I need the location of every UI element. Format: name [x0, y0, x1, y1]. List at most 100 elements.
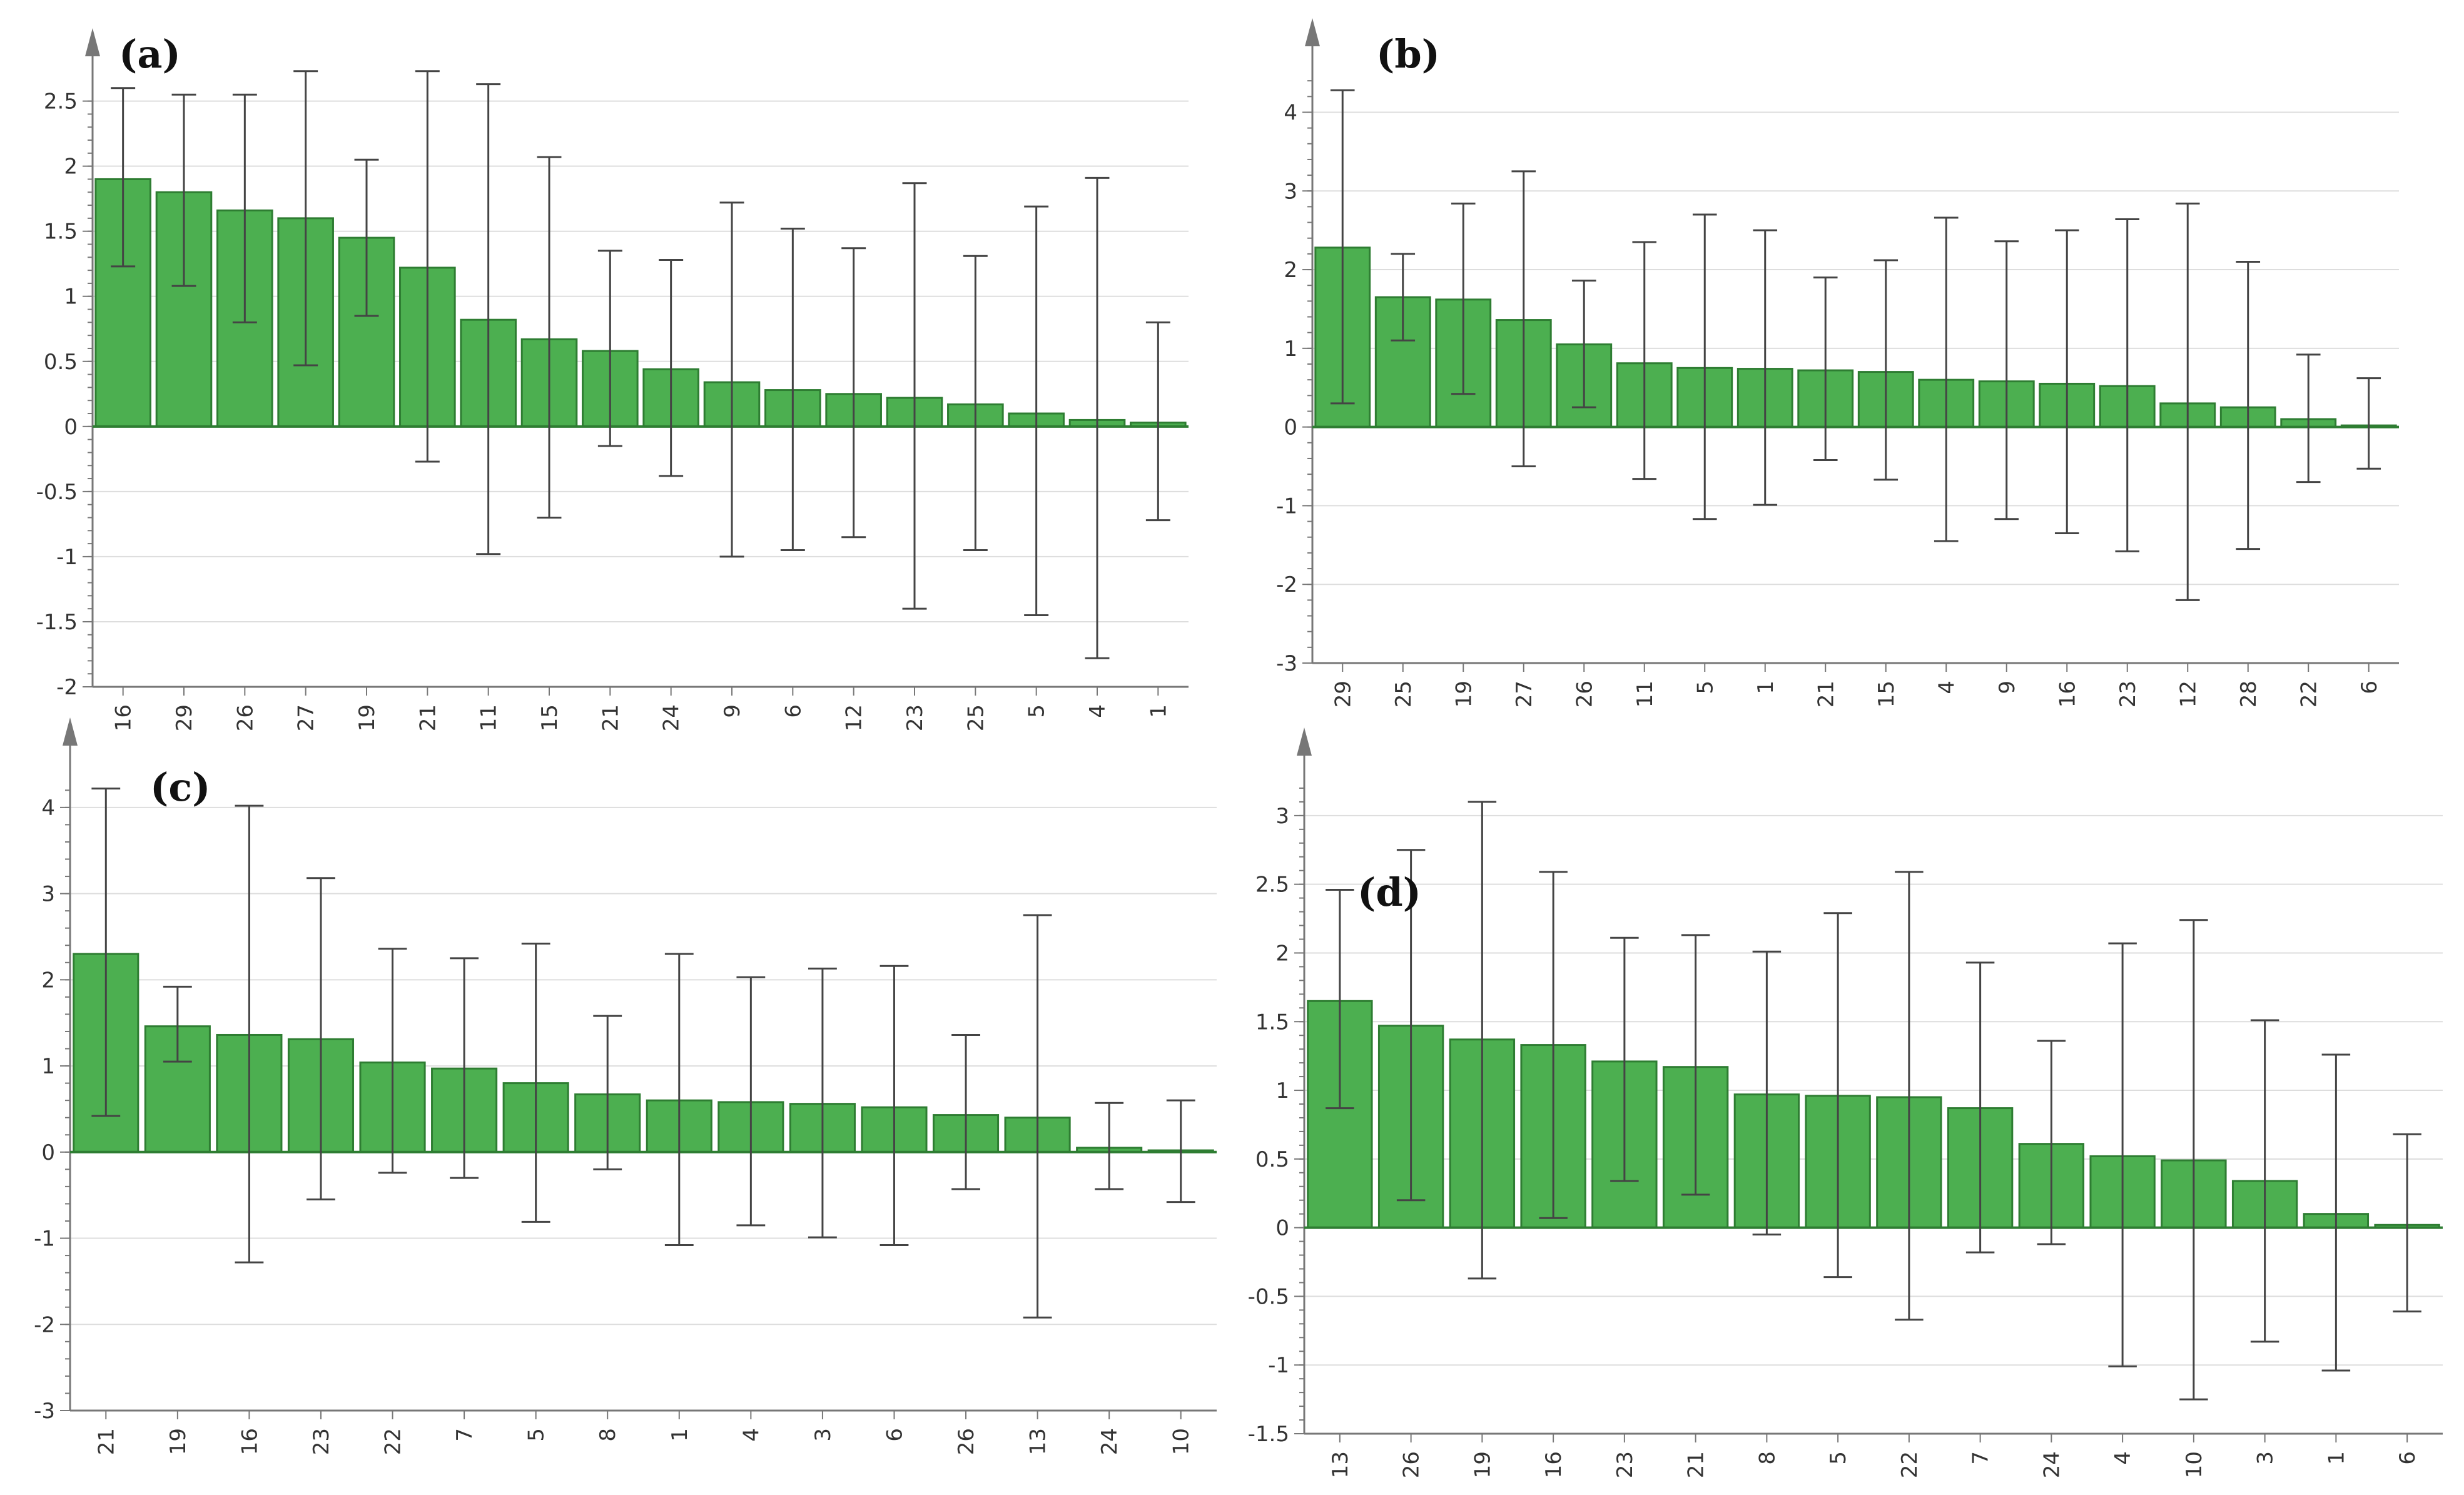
- x-tick-label: 23: [2116, 681, 2141, 707]
- x-tick-label: 15: [537, 704, 562, 731]
- x-tick-label: 22: [1897, 1451, 1922, 1478]
- x-tick-label: 10: [1169, 1428, 1194, 1455]
- y-axis-arrow-icon: [1297, 727, 1312, 756]
- y-tick-label: 4: [1284, 100, 1297, 125]
- x-tick-label: 21: [415, 704, 440, 731]
- y-tick-label: 1.5: [1255, 1010, 1289, 1035]
- panel-a: -2-1.5-1-0.500.511.522.516 29 26 27 19 21 11 15…: [36, 28, 1189, 731]
- x-tick-label: 22: [2296, 681, 2321, 707]
- y-tick-label: -1: [1268, 1353, 1289, 1378]
- y-tick-label: 0.5: [1255, 1147, 1289, 1172]
- y-tick-label: -3: [34, 1399, 55, 1424]
- x-tick-label: 12: [2176, 681, 2201, 707]
- x-tick-label: 4: [2111, 1451, 2136, 1465]
- x-tick-label: 16: [111, 704, 136, 731]
- x-tick-label: 26: [954, 1428, 979, 1455]
- x-tick-label: 24: [1097, 1428, 1122, 1455]
- y-tick-label: 4: [41, 796, 55, 821]
- x-tick-label: 16: [1541, 1451, 1566, 1478]
- x-tick-label: 7: [452, 1428, 477, 1442]
- x-tick-label: 24: [659, 704, 684, 731]
- x-tick-label: 21: [1813, 681, 1838, 707]
- x-tick-label: 29: [1331, 681, 1356, 707]
- y-tick-label: 0: [41, 1140, 55, 1165]
- y-tick-label: -1: [34, 1227, 55, 1252]
- x-tick-label: 3: [2253, 1451, 2278, 1465]
- y-tick-label: 2.5: [44, 89, 78, 114]
- x-tick-label: 19: [1470, 1451, 1495, 1478]
- y-tick-label: 2: [1275, 941, 1289, 966]
- x-tick-label: 12: [842, 704, 867, 731]
- x-tick-label: 10: [2182, 1451, 2207, 1478]
- x-tick-label: 8: [1755, 1451, 1780, 1465]
- y-tick-label: 2: [64, 155, 78, 180]
- x-tick-label: 21: [1684, 1451, 1709, 1478]
- y-tick-label: 0: [1275, 1216, 1289, 1241]
- x-tick-label: 9: [720, 704, 745, 718]
- y-tick-label: 2: [1284, 258, 1297, 283]
- y-tick-label: 3: [1275, 804, 1289, 829]
- y-tick-label: -0.5: [36, 480, 78, 505]
- y-tick-label: -1: [1276, 494, 1297, 519]
- x-tick-label: 6: [882, 1428, 907, 1442]
- x-tick-label: 6: [781, 704, 806, 718]
- y-tick-label: 3: [41, 882, 55, 907]
- y-tick-label: 0: [64, 415, 78, 440]
- y-tick-label: 2.5: [1255, 873, 1289, 898]
- x-tick-label: 13: [1328, 1451, 1353, 1478]
- y-tick-label: -1.5: [36, 610, 78, 635]
- y-tick-label: -0.5: [1248, 1284, 1289, 1309]
- x-tick-label: 19: [1451, 681, 1476, 707]
- y-tick-label: 1.5: [44, 220, 78, 245]
- x-tick-label: 16: [2055, 681, 2080, 707]
- x-tick-label: 13: [1026, 1428, 1051, 1455]
- x-tick-label: 1: [667, 1428, 692, 1442]
- x-tick-label: 5: [1025, 704, 1050, 718]
- x-tick-label: 27: [294, 704, 319, 731]
- x-tick-label: 23: [309, 1428, 334, 1455]
- x-tick-label: 21: [94, 1428, 119, 1455]
- y-axis-arrow-icon: [63, 717, 78, 746]
- y-tick-label: 3: [1284, 179, 1297, 204]
- x-tick-label: 15: [1874, 681, 1899, 707]
- x-tick-label: 19: [355, 704, 380, 731]
- panel-label: (c): [150, 764, 210, 810]
- x-tick-label: 7: [1969, 1451, 1994, 1465]
- x-tick-label: 8: [596, 1428, 621, 1442]
- y-tick-label: 0.5: [44, 350, 78, 375]
- x-tick-label: 26: [1399, 1451, 1424, 1478]
- x-tick-label: 1: [2324, 1451, 2349, 1465]
- panel-label: (b): [1376, 31, 1440, 77]
- x-tick-label: 11: [1633, 681, 1658, 707]
- x-tick-label: 6: [2395, 1451, 2420, 1465]
- x-tick-label: 21: [598, 704, 623, 731]
- x-tick-label: 19: [166, 1428, 191, 1455]
- x-tick-label: 16: [237, 1428, 262, 1455]
- panel-label: (d): [1357, 869, 1421, 915]
- x-tick-label: 22: [381, 1428, 406, 1455]
- y-tick-label: 1: [1284, 337, 1297, 362]
- y-tick-label: 1: [64, 285, 78, 310]
- x-tick-label: 25: [963, 704, 988, 731]
- y-tick-label: -2: [56, 675, 78, 700]
- x-tick-label: 4: [1085, 704, 1110, 718]
- x-tick-label: 5: [524, 1428, 549, 1442]
- x-tick-label: 4: [739, 1428, 764, 1442]
- x-tick-label: 25: [1391, 681, 1416, 707]
- y-tick-label: -2: [34, 1312, 55, 1337]
- x-tick-label: 3: [811, 1428, 836, 1442]
- x-tick-label: 6: [2357, 681, 2382, 694]
- x-tick-label: 11: [477, 704, 502, 731]
- x-tick-label: 5: [1693, 681, 1718, 694]
- x-tick-label: 26: [233, 704, 258, 731]
- x-tick-label: 28: [2236, 681, 2261, 707]
- y-tick-label: 1: [1275, 1078, 1289, 1103]
- y-axis-arrow-icon: [1305, 18, 1320, 46]
- x-tick-label: 1: [1146, 704, 1171, 718]
- y-tick-label: -1.5: [1248, 1422, 1289, 1447]
- y-axis-arrow-icon: [85, 28, 100, 56]
